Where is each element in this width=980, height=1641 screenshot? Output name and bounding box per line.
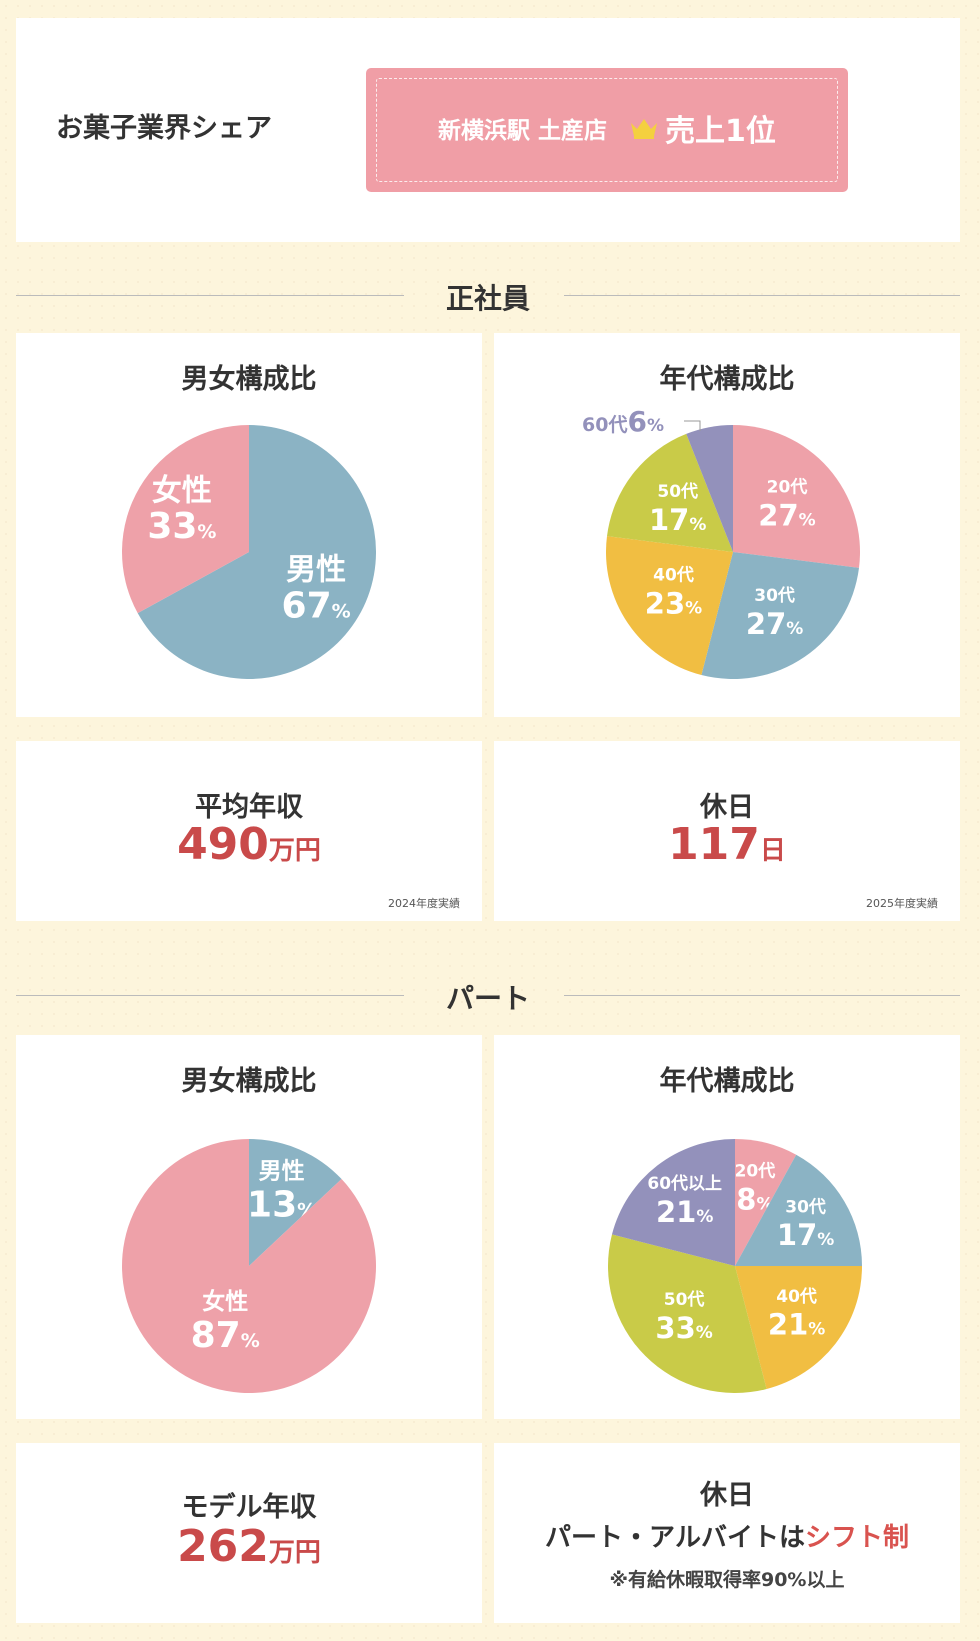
fulltime-holidays-card: 休日 117日 2025年度実績 bbox=[494, 741, 960, 921]
pie-slice bbox=[733, 425, 860, 568]
age60-callout-label: 60代 bbox=[582, 414, 628, 436]
fulltime-salary-title: 平均年収 bbox=[195, 792, 303, 823]
shift-accent: シフト制 bbox=[805, 1523, 910, 1553]
parttime-salary-card: モデル年収 262万円 bbox=[16, 1443, 482, 1623]
store-name: 新横浜駅 土産店 bbox=[438, 118, 608, 144]
slice-label: 40代 bbox=[653, 565, 694, 586]
fulltime-section-heading: 正社員 bbox=[16, 275, 960, 315]
pie-slice bbox=[701, 552, 859, 679]
heading-line-right bbox=[564, 295, 960, 296]
slice-value: 33% bbox=[655, 1311, 712, 1345]
slice-label: 男性 bbox=[286, 553, 346, 588]
slice-value: 23% bbox=[645, 586, 702, 620]
slice-label: 30代 bbox=[754, 585, 795, 606]
fulltime-age-title: 年代構成比 bbox=[659, 364, 795, 395]
age60-callout-unit: % bbox=[646, 416, 664, 436]
pie-slice bbox=[735, 1266, 862, 1390]
parttime-gender-title: 男女構成比 bbox=[181, 1066, 317, 1097]
fulltime-holidays-title: 休日 bbox=[700, 792, 754, 823]
pie-slice bbox=[608, 1234, 767, 1393]
fulltime-salary-unit: 万円 bbox=[268, 836, 321, 866]
sales-rank: 売上1位 bbox=[665, 114, 776, 149]
parttime-holidays-card: 休日 パート・アルバイトはシフト制 ※有給休暇取得率90%以上 bbox=[494, 1443, 960, 1623]
slice-label: 30代 bbox=[785, 1196, 826, 1217]
parttime-holidays-title: 休日 bbox=[700, 1480, 754, 1511]
slice-label: 女性 bbox=[152, 473, 212, 508]
pie-slice bbox=[249, 1139, 342, 1266]
pie-slice bbox=[735, 1154, 862, 1266]
badge-text: 新横浜駅 土産店 売上1位 bbox=[366, 106, 848, 150]
age60-callout: 60代6% bbox=[582, 405, 664, 438]
fulltime-age-card: 年代構成比 20代 27% 30代 27% 40代 23% 50代 17% 60代6% bbox=[494, 333, 960, 717]
slice-label: 50代 bbox=[657, 481, 698, 502]
crown-icon bbox=[631, 119, 658, 139]
parttime-shift-text: パート・アルバイトはシフト制 bbox=[494, 1517, 960, 1554]
shift-prefix: パート・アルバイトは bbox=[544, 1523, 805, 1553]
slice-value: 27% bbox=[758, 498, 815, 532]
parttime-age-card: 年代構成比 20代 8% 30代 17% 40代 21% 50代 33% 60代以上 21% bbox=[494, 1035, 960, 1419]
age60-callout-value: 6 bbox=[627, 405, 647, 438]
fulltime-holidays-unit: 日 bbox=[759, 836, 786, 866]
fulltime-salary-card: 平均年収 490万円 2024年度実績 bbox=[16, 741, 482, 921]
slice-value: 13% bbox=[247, 1185, 316, 1226]
fulltime-salary-value: 490万円 bbox=[16, 819, 482, 870]
parttime-salary-number: 262 bbox=[177, 1521, 269, 1572]
pie-slice bbox=[122, 1139, 376, 1393]
pie-slice bbox=[122, 425, 249, 614]
heading-line-left bbox=[16, 995, 404, 996]
slice-value: 17% bbox=[649, 503, 706, 537]
slice-value: 8% bbox=[736, 1182, 773, 1216]
parttime-gender-card: 男女構成比 男性 13% 女性 87% bbox=[16, 1035, 482, 1419]
slice-label: 60代以上 bbox=[647, 1173, 722, 1194]
slice-label: 女性 bbox=[202, 1288, 248, 1315]
slice-value: 17% bbox=[777, 1218, 834, 1252]
parttime-age-title: 年代構成比 bbox=[659, 1066, 795, 1097]
pie-slice bbox=[137, 425, 376, 679]
pie-slice bbox=[735, 1139, 797, 1266]
fulltime-holidays-number: 117 bbox=[668, 819, 760, 870]
fulltime-gender-title: 男女構成比 bbox=[181, 364, 317, 395]
pie-slice bbox=[611, 1139, 735, 1266]
slice-value: 33% bbox=[147, 506, 216, 547]
badge-dashed-border bbox=[376, 78, 838, 182]
fulltime-salary-note: 2024年度実績 bbox=[388, 897, 460, 910]
slice-label: 50代 bbox=[664, 1289, 705, 1310]
fulltime-heading-label: 正社員 bbox=[445, 282, 530, 315]
slice-label: 20代 bbox=[735, 1161, 776, 1182]
parttime-salary-value: 262万円 bbox=[16, 1521, 482, 1572]
slice-value: 21% bbox=[768, 1308, 825, 1342]
pie-slice bbox=[686, 425, 733, 552]
parttime-section-heading: パート bbox=[16, 975, 960, 1015]
slice-value: 21% bbox=[656, 1195, 713, 1229]
fulltime-holidays-note: 2025年度実績 bbox=[866, 897, 938, 910]
industry-share-card: お菓子業界シェア 新横浜駅 土産店 売上1位 bbox=[16, 18, 960, 242]
parttime-salary-unit: 万円 bbox=[268, 1538, 321, 1568]
parttime-salary-title: モデル年収 bbox=[181, 1492, 317, 1523]
sales-rank-badge: 新横浜駅 土産店 売上1位 bbox=[366, 68, 848, 192]
heading-line-right bbox=[564, 995, 960, 996]
fulltime-salary-number: 490 bbox=[177, 819, 269, 870]
parttime-heading-label: パート bbox=[445, 982, 530, 1015]
age60-callout-line bbox=[684, 420, 701, 431]
pie-slice bbox=[606, 536, 733, 676]
slice-value: 27% bbox=[746, 607, 803, 641]
slice-label: 40代 bbox=[776, 1286, 817, 1307]
slice-value: 87% bbox=[191, 1315, 260, 1356]
slice-label: 男性 bbox=[259, 1159, 305, 1185]
slice-label: 20代 bbox=[767, 476, 808, 497]
slice-value: 67% bbox=[282, 586, 351, 627]
pie-slice bbox=[607, 433, 733, 552]
paid-leave-note: ※有給休暇取得率90%以上 bbox=[609, 1569, 845, 1591]
fulltime-gender-card: 男女構成比 男性 67% 女性 33% bbox=[16, 333, 482, 717]
fulltime-holidays-value: 117日 bbox=[494, 819, 960, 870]
industry-share-title: お菓子業界シェア bbox=[56, 113, 272, 144]
heading-line-left bbox=[16, 295, 404, 296]
